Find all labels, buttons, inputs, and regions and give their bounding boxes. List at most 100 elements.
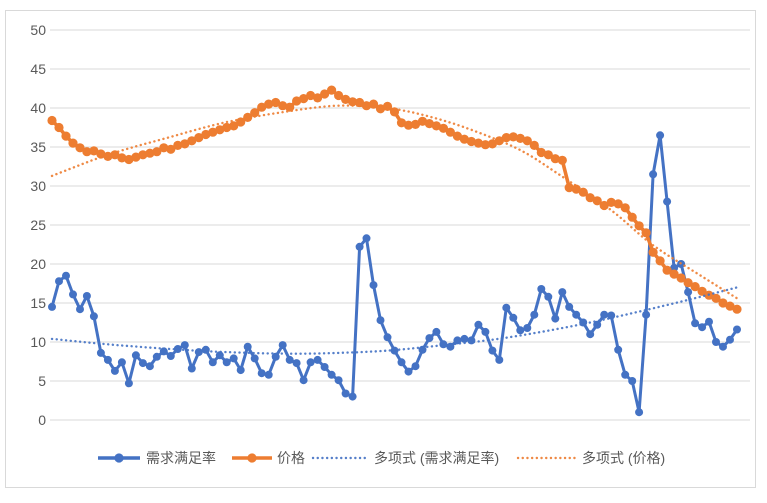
data-point-marker <box>620 203 630 213</box>
data-point-marker <box>712 338 720 346</box>
data-point-marker <box>565 302 574 311</box>
data-point-marker <box>187 136 197 146</box>
data-point-marker <box>145 148 155 158</box>
data-point-marker <box>54 122 64 133</box>
data-point-marker <box>438 123 448 133</box>
data-point-marker <box>662 265 672 275</box>
data-point-marker <box>733 325 741 334</box>
y-axis-tick-label: 40 <box>30 100 46 116</box>
data-point-marker <box>257 102 267 112</box>
data-point-marker <box>404 367 413 376</box>
data-point-marker <box>634 221 644 231</box>
data-point-marker <box>110 366 119 375</box>
legend-item-price[interactable]: 价格 <box>232 450 305 466</box>
data-point-marker <box>299 94 309 104</box>
data-point-marker <box>166 144 176 154</box>
data-point-marker <box>243 342 252 351</box>
data-point-marker <box>82 292 91 300</box>
data-point-marker <box>327 370 336 379</box>
data-point-marker <box>152 352 161 361</box>
data-point-marker <box>236 366 245 375</box>
data-point-marker <box>76 305 84 314</box>
data-point-marker <box>215 351 224 360</box>
data-point-marker <box>348 97 358 107</box>
data-point-marker <box>180 139 190 149</box>
legend-item-demand-satisfaction-rate[interactable]: 需求满足率 <box>98 450 216 466</box>
data-point-marker <box>474 320 483 329</box>
data-point-marker <box>551 314 560 323</box>
data-point-marker <box>586 330 595 339</box>
data-point-marker <box>201 345 210 354</box>
data-point-marker <box>564 183 574 193</box>
data-point-marker <box>194 133 204 143</box>
legend-item-poly-price[interactable]: 多项式 (价格) <box>516 450 665 466</box>
data-point-marker <box>495 355 504 364</box>
data-point-marker <box>152 147 162 157</box>
legend-marker-sample <box>114 453 124 463</box>
data-point-marker <box>501 133 511 143</box>
data-point-marker <box>306 90 316 101</box>
data-point-marker <box>655 256 665 266</box>
data-point-marker <box>138 150 148 160</box>
data-point-marker <box>613 199 623 209</box>
data-point-marker <box>55 277 63 286</box>
data-point-marker <box>530 310 539 319</box>
data-point-marker <box>62 271 70 280</box>
legend: 需求满足率 价格 多项式 (需求满足率) 多项式 (价格) <box>98 450 665 466</box>
data-point-marker <box>306 358 315 367</box>
data-point-marker <box>635 408 644 417</box>
data-point-marker <box>355 242 364 251</box>
data-point-marker <box>648 247 658 257</box>
data-point-marker <box>229 354 238 363</box>
data-point-marker <box>61 131 71 141</box>
series-demand-satisfaction-rate[interactable] <box>48 131 741 417</box>
data-point-marker <box>397 358 406 367</box>
data-point-marker <box>642 310 651 319</box>
trendline-price[interactable] <box>50 104 739 300</box>
data-point-marker <box>410 119 421 129</box>
data-point-marker <box>614 345 623 354</box>
data-point-marker <box>117 153 127 163</box>
data-point-marker <box>285 102 295 112</box>
legend-label: 价格 <box>277 450 305 466</box>
trendline-demand-satisfaction-rate[interactable] <box>50 286 739 355</box>
data-point-marker <box>362 234 371 243</box>
data-point-marker <box>585 193 595 203</box>
legend-label: 多项式 (需求满足率) <box>374 450 499 466</box>
data-point-marker <box>369 281 378 290</box>
data-point-marker <box>285 355 294 364</box>
data-point-marker <box>75 143 85 153</box>
data-point-marker <box>264 370 273 379</box>
series-price[interactable] <box>47 85 742 314</box>
legend-label: 多项式 (价格) <box>582 450 665 466</box>
data-point-marker <box>432 327 441 336</box>
data-point-marker <box>537 285 546 293</box>
data-point-marker <box>222 358 231 367</box>
data-point-marker <box>403 120 414 130</box>
data-point-marker <box>523 324 532 332</box>
data-point-marker <box>690 282 700 292</box>
data-point-marker <box>691 319 700 328</box>
data-point-marker <box>243 112 253 122</box>
data-point-marker <box>348 392 357 401</box>
data-point-marker <box>341 94 351 104</box>
legend-item-poly-demand-satisfaction-rate[interactable]: 多项式 (需求满足率) <box>311 450 499 466</box>
data-point-marker <box>271 97 281 108</box>
y-axis-tick-label: 5 <box>38 373 46 389</box>
data-point-marker <box>208 358 217 367</box>
data-point-marker <box>131 351 140 360</box>
data-point-marker <box>670 263 679 272</box>
data-point-marker <box>48 302 56 311</box>
data-point-marker <box>411 362 420 371</box>
data-point-marker <box>236 117 246 127</box>
data-point-marker <box>215 125 225 135</box>
data-point-marker <box>334 90 344 101</box>
data-point-marker <box>627 212 637 222</box>
data-point-marker <box>488 346 497 355</box>
data-point-marker <box>145 362 154 371</box>
data-point-marker <box>600 310 609 319</box>
data-point-marker <box>250 354 259 363</box>
